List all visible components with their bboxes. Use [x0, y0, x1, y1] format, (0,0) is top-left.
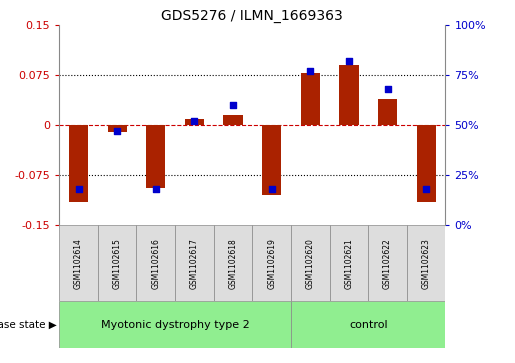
Text: disease state ▶: disease state ▶: [0, 320, 57, 330]
Point: [268, 186, 276, 192]
Bar: [185, 119, 204, 125]
Text: GSM1102622: GSM1102622: [383, 238, 392, 289]
Bar: [407, 225, 445, 301]
Bar: [252, 225, 291, 301]
Text: GSM1102615: GSM1102615: [113, 238, 122, 289]
Point: [383, 86, 392, 92]
Text: GSM1102616: GSM1102616: [151, 238, 160, 289]
Bar: [291, 301, 445, 348]
Text: GSM1102618: GSM1102618: [229, 238, 237, 289]
Text: GSM1102617: GSM1102617: [190, 238, 199, 289]
Bar: [146, 125, 165, 188]
Text: GSM1102620: GSM1102620: [306, 238, 315, 289]
Bar: [417, 125, 436, 202]
Bar: [59, 301, 291, 348]
Bar: [175, 225, 214, 301]
Point: [229, 102, 237, 108]
Point: [74, 186, 82, 192]
Text: Myotonic dystrophy type 2: Myotonic dystrophy type 2: [101, 320, 249, 330]
Point: [422, 186, 431, 192]
Text: GSM1102619: GSM1102619: [267, 238, 276, 289]
Bar: [214, 225, 252, 301]
Point: [152, 186, 160, 192]
Point: [306, 68, 314, 74]
Title: GDS5276 / ILMN_1669363: GDS5276 / ILMN_1669363: [162, 9, 343, 23]
Text: GSM1102614: GSM1102614: [74, 238, 83, 289]
Point: [191, 118, 199, 124]
Bar: [339, 65, 358, 125]
Bar: [378, 99, 397, 125]
Bar: [108, 125, 127, 132]
Text: GSM1102623: GSM1102623: [422, 238, 431, 289]
Bar: [224, 115, 243, 125]
Bar: [69, 125, 88, 202]
Bar: [136, 225, 175, 301]
Bar: [330, 225, 368, 301]
Bar: [301, 73, 320, 125]
Bar: [368, 225, 407, 301]
Point: [113, 128, 122, 134]
Bar: [59, 225, 98, 301]
Text: control: control: [349, 320, 388, 330]
Point: [345, 58, 353, 64]
Text: GSM1102621: GSM1102621: [345, 238, 353, 289]
Bar: [98, 225, 136, 301]
Bar: [262, 125, 281, 195]
Bar: [291, 225, 330, 301]
